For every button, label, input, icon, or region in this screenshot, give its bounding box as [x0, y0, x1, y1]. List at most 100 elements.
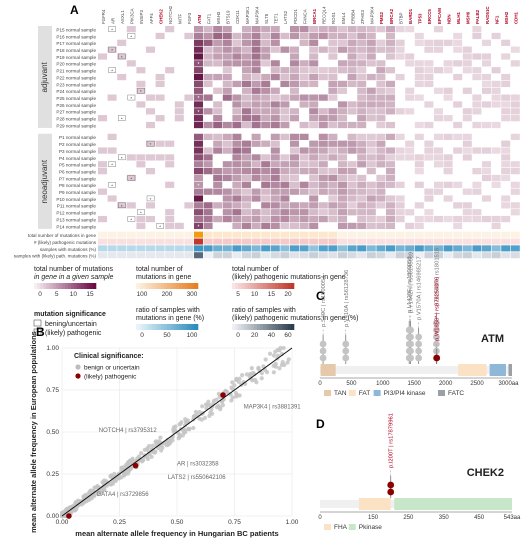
summary-cell	[280, 231, 290, 238]
y-tick-label: 0.25	[46, 471, 59, 478]
gene-name: ATM	[481, 333, 504, 345]
heatmap-cell	[376, 181, 386, 188]
heatmap-cell	[318, 115, 328, 122]
heatmap-cell	[232, 188, 242, 195]
heatmap-cell	[434, 215, 443, 223]
heatmap-cell	[443, 168, 453, 175]
heatmap-cell	[280, 32, 290, 40]
heatmap-cell	[251, 94, 261, 101]
pathogenic-box	[127, 94, 136, 101]
legend-tick: 20	[251, 332, 259, 339]
benign-point	[250, 378, 255, 383]
heatmap-cell	[136, 222, 146, 230]
summary-cell	[222, 231, 232, 238]
pathogenic-mark: *	[140, 211, 142, 216]
x-tick-label: 2500	[470, 381, 484, 387]
heatmap-cell	[386, 154, 395, 161]
panel-label-d: D	[316, 417, 325, 431]
heatmap-cell	[328, 32, 338, 40]
legend-swatch	[253, 324, 258, 330]
heatmap-cell	[194, 168, 203, 175]
heatmap-cell	[251, 168, 261, 175]
heatmap-cell	[501, 168, 511, 175]
heatmap-cell	[414, 39, 424, 46]
legend-swatch	[194, 324, 199, 330]
heatmap-cell	[270, 46, 280, 53]
gene-label: CHEK2	[158, 9, 163, 24]
legend-swatch	[250, 283, 254, 289]
summary-cell	[290, 231, 299, 238]
legend-swatch	[157, 324, 162, 330]
heatmap-cell	[222, 147, 232, 154]
benign-point	[183, 419, 189, 425]
legend-swatch	[266, 283, 270, 289]
summary-cell	[386, 252, 395, 259]
summary-cell	[261, 238, 271, 245]
summary-cell	[194, 238, 203, 245]
summary-cell	[376, 245, 386, 252]
summary-cell	[338, 245, 347, 252]
benign-point	[177, 422, 182, 427]
legend-swatch	[256, 283, 261, 289]
variant-point	[319, 347, 327, 355]
heatmap-cell	[261, 202, 271, 209]
heatmap-cell	[290, 46, 299, 53]
heatmap-cell	[251, 101, 261, 108]
summary-cell	[338, 252, 347, 259]
heatmap-cell	[357, 161, 367, 168]
pathogenic-mark: *	[121, 117, 123, 122]
variant-point	[415, 340, 423, 348]
legend-title: total number of	[232, 266, 279, 273]
heatmap-cell	[222, 80, 232, 88]
sample-label: P4 normal sample	[59, 156, 96, 161]
heatmap-cell	[194, 73, 203, 81]
summary-cell	[232, 231, 242, 238]
heatmap-cell	[328, 80, 338, 88]
summary-cell	[491, 245, 501, 252]
summary-cell	[126, 231, 136, 238]
heatmap-cell	[222, 133, 232, 140]
heatmap-cell	[261, 60, 271, 67]
heatmap-cell	[443, 181, 453, 188]
summary-cell	[376, 252, 386, 259]
heatmap-cell	[376, 87, 386, 94]
heatmap-cell	[270, 147, 280, 154]
summary-cell	[194, 245, 203, 252]
heatmap-cell	[261, 87, 271, 94]
heatmap-cell	[261, 73, 271, 81]
pathogenic-mark: *	[111, 28, 113, 33]
heatmap-cell	[472, 181, 482, 188]
sample-label: P8 normal sample	[59, 183, 96, 188]
summary-cell	[366, 252, 376, 259]
heatmap-cell	[203, 60, 213, 67]
sample-label: P20 normal sample	[56, 62, 96, 67]
heatmap-cell	[251, 60, 261, 67]
heatmap-cell	[309, 202, 319, 209]
sample-label: P11 normal sample	[57, 204, 97, 209]
heatmap-cell	[328, 121, 338, 129]
heatmap-cell	[261, 222, 271, 230]
heatmap-cell	[424, 188, 434, 195]
heatmap-cell	[424, 209, 434, 216]
heatmap-cell	[376, 60, 386, 67]
legend-swatch	[173, 283, 177, 289]
legend-swatch	[58, 283, 63, 289]
heatmap-cell	[386, 133, 395, 140]
benign-point	[286, 357, 291, 362]
heatmap-cell	[338, 188, 347, 195]
legend-swatch	[266, 324, 270, 330]
legend-swatch	[290, 283, 295, 289]
benign-point	[152, 450, 157, 455]
heatmap-cell	[126, 26, 136, 33]
benign-point	[237, 376, 242, 381]
heatmap-cell	[251, 140, 261, 147]
legend-swatch	[185, 283, 189, 289]
heatmap-cell	[280, 181, 290, 188]
legend-swatch	[170, 283, 174, 289]
heatmap-cell	[453, 32, 463, 40]
heatmap-cell	[280, 94, 290, 101]
legend-swatch	[77, 283, 81, 289]
heatmap-cell	[203, 133, 213, 140]
summary-cell	[290, 245, 299, 252]
legend-swatch	[61, 283, 66, 289]
